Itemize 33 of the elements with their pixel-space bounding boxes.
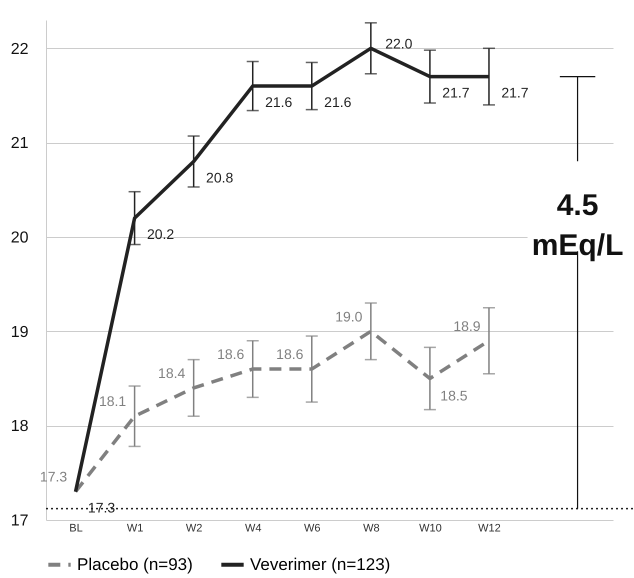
data-label: 20.2 xyxy=(146,226,174,242)
y-tick-label: 20 xyxy=(10,229,29,246)
data-label: 21.6 xyxy=(265,94,293,110)
data-label: 18.9 xyxy=(453,318,481,334)
data-label: 21.7 xyxy=(501,84,529,101)
data-label: 21.7 xyxy=(442,84,470,101)
x-tick-label: W2 xyxy=(186,522,202,534)
data-label: 17.3 xyxy=(40,468,68,485)
data-label: 21.6 xyxy=(324,94,352,110)
text: 4.5 mEq/L xyxy=(532,189,624,262)
data-label: 19.0 xyxy=(335,308,363,324)
data-label: 22.0 xyxy=(385,35,413,52)
x-tick-label: BL xyxy=(69,522,83,534)
x-tick-label: W4 xyxy=(244,522,262,534)
data-label: 18.4 xyxy=(158,364,186,381)
y-tick-label: 21 xyxy=(10,135,29,152)
x-tick-label: W12 xyxy=(478,522,501,534)
x-tick-label: W6 xyxy=(304,522,321,534)
x-tick-label: W10 xyxy=(419,522,442,534)
data-label: 18.6 xyxy=(217,346,245,362)
data-label: 18.1 xyxy=(98,393,126,410)
y-tick-label: 22 xyxy=(10,40,29,58)
x-tick-label: W1 xyxy=(126,522,144,534)
legend-label: Placebo (n=93) xyxy=(77,554,193,574)
data-label: 18.6 xyxy=(276,346,304,362)
data-label: 17.3 xyxy=(88,500,116,516)
data-label: 18.5 xyxy=(440,387,468,404)
x-tick-label: W8 xyxy=(363,522,380,534)
y-tick-label: 17 xyxy=(10,512,29,530)
data-label: 20.8 xyxy=(206,170,234,186)
y-tick-label: 18 xyxy=(10,418,29,436)
y-tick-label: 19 xyxy=(10,324,29,341)
legend-label: Veverimer (n=123) xyxy=(250,554,390,574)
